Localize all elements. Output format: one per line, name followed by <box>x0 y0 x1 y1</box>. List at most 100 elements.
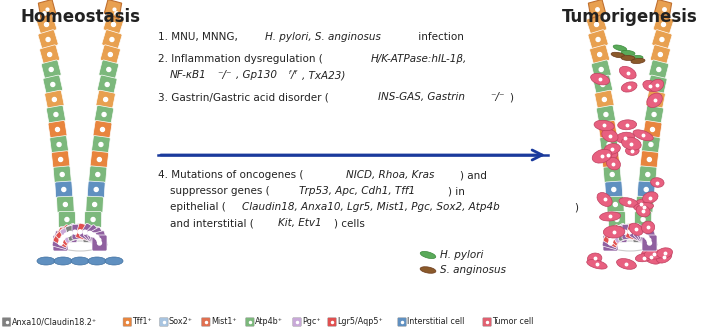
FancyBboxPatch shape <box>53 166 72 183</box>
FancyBboxPatch shape <box>626 223 644 241</box>
Ellipse shape <box>642 221 654 233</box>
Text: INS-GAS, Gastrin: INS-GAS, Gastrin <box>378 92 465 102</box>
FancyBboxPatch shape <box>2 318 11 326</box>
Text: Trp53, Apc, Cdh1, Tff1: Trp53, Apc, Cdh1, Tff1 <box>299 186 415 196</box>
Circle shape <box>88 231 92 235</box>
Ellipse shape <box>37 257 55 265</box>
FancyBboxPatch shape <box>95 105 114 124</box>
Text: Tumor cell: Tumor cell <box>492 318 533 327</box>
FancyBboxPatch shape <box>37 15 57 34</box>
FancyBboxPatch shape <box>293 318 301 326</box>
FancyArrowPatch shape <box>161 150 542 160</box>
Circle shape <box>611 187 616 191</box>
Circle shape <box>616 232 621 236</box>
Circle shape <box>44 22 49 26</box>
Text: ): ) <box>509 92 513 102</box>
Circle shape <box>604 113 608 117</box>
Ellipse shape <box>647 93 662 108</box>
Ellipse shape <box>619 198 638 207</box>
Ellipse shape <box>597 192 612 206</box>
Circle shape <box>655 82 659 87</box>
FancyBboxPatch shape <box>590 45 609 64</box>
Circle shape <box>662 22 665 26</box>
FancyBboxPatch shape <box>38 30 58 49</box>
FancyBboxPatch shape <box>49 136 69 153</box>
Polygon shape <box>105 0 122 18</box>
FancyBboxPatch shape <box>642 235 657 251</box>
FancyBboxPatch shape <box>84 211 102 228</box>
Circle shape <box>59 241 62 245</box>
Circle shape <box>660 37 664 41</box>
FancyBboxPatch shape <box>634 211 652 228</box>
Text: Sox2⁺: Sox2⁺ <box>169 318 193 327</box>
Circle shape <box>104 98 107 102</box>
Circle shape <box>654 98 657 102</box>
FancyBboxPatch shape <box>60 226 77 242</box>
Circle shape <box>598 52 601 56</box>
Text: suppressor genes (: suppressor genes ( <box>170 186 270 196</box>
FancyBboxPatch shape <box>646 90 665 109</box>
Ellipse shape <box>62 241 99 251</box>
Text: H. pylori: H. pylori <box>440 250 483 260</box>
FancyBboxPatch shape <box>483 318 491 326</box>
Circle shape <box>652 113 656 117</box>
Text: Tff1⁺: Tff1⁺ <box>132 318 152 327</box>
Text: ) in: ) in <box>448 186 465 196</box>
FancyBboxPatch shape <box>652 30 672 49</box>
FancyBboxPatch shape <box>622 224 638 239</box>
Ellipse shape <box>657 248 672 258</box>
FancyBboxPatch shape <box>39 45 59 64</box>
FancyBboxPatch shape <box>629 223 650 243</box>
Ellipse shape <box>54 257 72 265</box>
FancyBboxPatch shape <box>90 151 109 168</box>
Ellipse shape <box>621 137 641 150</box>
Circle shape <box>49 67 53 71</box>
Text: Homeostasis: Homeostasis <box>20 8 140 26</box>
Ellipse shape <box>657 251 672 263</box>
FancyBboxPatch shape <box>600 136 619 153</box>
Text: , Gp130: , Gp130 <box>236 70 277 80</box>
Ellipse shape <box>635 254 652 262</box>
Text: H. pylori, S. anginosus: H. pylori, S. anginosus <box>265 32 381 42</box>
Ellipse shape <box>611 241 649 251</box>
FancyBboxPatch shape <box>83 225 105 245</box>
Circle shape <box>91 217 95 221</box>
Ellipse shape <box>626 146 639 155</box>
FancyBboxPatch shape <box>53 227 73 247</box>
FancyBboxPatch shape <box>636 196 654 213</box>
Ellipse shape <box>591 73 609 85</box>
Circle shape <box>657 67 661 71</box>
FancyBboxPatch shape <box>640 151 659 168</box>
FancyBboxPatch shape <box>57 196 74 213</box>
Circle shape <box>99 143 103 147</box>
Circle shape <box>102 113 106 117</box>
FancyBboxPatch shape <box>328 318 337 326</box>
Ellipse shape <box>601 129 618 142</box>
Circle shape <box>48 52 52 56</box>
Circle shape <box>61 235 65 239</box>
FancyBboxPatch shape <box>102 30 122 49</box>
Ellipse shape <box>420 267 436 273</box>
Ellipse shape <box>611 52 625 58</box>
FancyBboxPatch shape <box>647 75 667 94</box>
Text: ) and: ) and <box>460 170 486 180</box>
FancyBboxPatch shape <box>89 166 107 183</box>
Circle shape <box>606 128 609 132</box>
FancyBboxPatch shape <box>52 151 70 168</box>
Ellipse shape <box>606 157 621 170</box>
FancyBboxPatch shape <box>642 136 660 153</box>
Circle shape <box>56 128 59 132</box>
Circle shape <box>641 217 645 221</box>
Circle shape <box>57 143 61 147</box>
Text: infection: infection <box>415 32 464 42</box>
FancyBboxPatch shape <box>76 223 95 241</box>
Ellipse shape <box>616 259 637 269</box>
Text: , TxA23): , TxA23) <box>301 70 345 80</box>
Ellipse shape <box>633 130 653 141</box>
Circle shape <box>649 143 653 147</box>
FancyBboxPatch shape <box>601 151 620 168</box>
Circle shape <box>607 143 611 147</box>
Ellipse shape <box>586 260 607 269</box>
Ellipse shape <box>629 223 643 235</box>
Ellipse shape <box>618 120 637 130</box>
